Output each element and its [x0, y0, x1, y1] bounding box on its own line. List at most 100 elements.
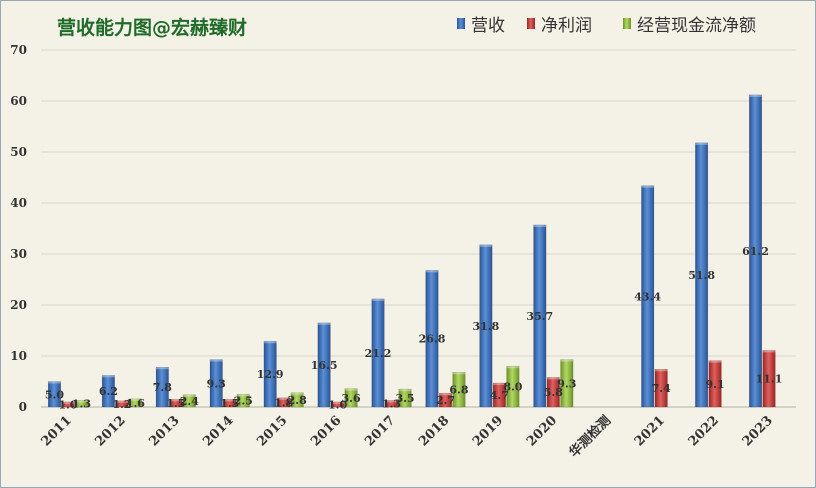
x-tick-label: 2015 — [254, 413, 290, 449]
cash-flow-label: 2.8 — [288, 394, 307, 407]
bar-cap — [48, 381, 61, 384]
net-profit-label: 1.3 — [382, 398, 401, 411]
cash-flow-bar — [452, 372, 466, 408]
bar-cap — [547, 377, 560, 380]
y-tick-label: 40 — [10, 196, 27, 210]
bar-cap — [115, 400, 129, 403]
legend-swatch — [623, 18, 631, 29]
bar-cap — [331, 401, 344, 404]
y-tick-label: 0 — [19, 400, 27, 414]
bar-cap — [506, 366, 520, 369]
cash-flow-bar — [398, 388, 412, 408]
bar-cap — [290, 392, 304, 395]
net-profit-label: 5.8 — [544, 386, 563, 399]
net-profit-bar — [223, 399, 237, 408]
bar-cap — [371, 298, 385, 301]
net-profit-label: 9.1 — [706, 378, 725, 391]
revenue-bar — [425, 270, 439, 408]
data-labels: 5.01.01.36.21.21.67.81.52.49.31.52.512.9… — [45, 245, 783, 412]
y-tick-label: 50 — [10, 145, 27, 159]
cash-flow-bar — [344, 388, 358, 408]
bar-cap — [762, 350, 776, 353]
revenue-label: 51.8 — [688, 269, 715, 282]
net-profit-label: 4.7 — [490, 389, 509, 402]
revenue-label: 7.8 — [153, 381, 172, 394]
cash-flow-bar — [236, 394, 250, 408]
cash-flow-bar — [290, 392, 304, 408]
x-tick-label: 2023 — [740, 413, 776, 449]
revenue-label: 9.3 — [207, 377, 226, 390]
legend-label: 营收 — [471, 16, 505, 36]
bars — [47, 94, 776, 408]
net-profit-bar — [385, 400, 399, 408]
bar-cap — [129, 398, 142, 401]
y-tick-label: 60 — [10, 94, 27, 108]
bar-cap — [344, 388, 358, 391]
cash-flow-label: 1.3 — [72, 398, 91, 411]
x-tick-label: 2013 — [146, 413, 182, 449]
net-profit-bar — [654, 369, 668, 408]
revenue-label: 21.2 — [365, 347, 392, 360]
net-profit-label: 1.5 — [166, 397, 185, 410]
revenue-bar — [641, 185, 655, 408]
net-profit-label: 2.7 — [436, 394, 455, 407]
bar-cap — [102, 375, 115, 378]
revenue-bar — [263, 340, 277, 408]
legend-label: 经营现金流净额 — [637, 16, 756, 36]
bar-cap — [439, 393, 452, 396]
revenue-bar — [101, 375, 115, 408]
revenue-label: 6.2 — [99, 385, 118, 398]
x-tick-label: 2018 — [416, 413, 452, 449]
bar-cap — [452, 372, 466, 375]
y-tick-label: 20 — [10, 298, 27, 312]
bar-cap — [425, 270, 439, 273]
cash-flow-bar — [74, 400, 88, 408]
legend: 营收 净利润 经营现金流净额 — [457, 16, 756, 36]
bar-cap — [263, 341, 277, 344]
revenue-label: 12.9 — [257, 368, 284, 381]
bar-cap — [183, 394, 196, 397]
revenue-label: 31.8 — [472, 320, 499, 333]
net-profit-bar — [331, 401, 345, 408]
legend-label: 净利润 — [541, 16, 592, 36]
bar-cap — [695, 142, 708, 145]
bar-cap — [223, 399, 236, 402]
cash-flow-label: 8.0 — [503, 381, 522, 394]
bar-cap — [479, 244, 493, 247]
net-profit-label: 1.0 — [328, 398, 347, 411]
revenue-label: 61.2 — [742, 245, 769, 258]
revenue-bar — [479, 244, 493, 408]
cash-flow-bar — [560, 359, 574, 408]
bar-cap — [654, 369, 668, 372]
bar-cap — [493, 383, 506, 386]
legend-swatch — [527, 18, 535, 29]
revenue-bar — [533, 224, 547, 408]
y-tick-label: 10 — [10, 349, 27, 363]
revenue-bar — [155, 366, 169, 408]
x-tick-label: 2017 — [362, 413, 398, 449]
bar-cap — [156, 367, 169, 370]
revenue-label: 26.8 — [419, 333, 446, 346]
x-tick-label: 2021 — [632, 413, 668, 449]
net-profit-bar — [115, 400, 129, 408]
cash-flow-label: 2.5 — [234, 395, 253, 408]
x-tick-label: 2011 — [39, 413, 75, 449]
x-axis: 2011 2012 2013 2014 2015 2016 2017 2018 2019 2020… — [39, 413, 776, 461]
x-tick-label: 2016 — [308, 413, 344, 449]
cash-flow-label: 3.5 — [395, 392, 414, 405]
revenue-bar — [371, 298, 385, 408]
y-axis: 0 10 20 30 40 50 60 70 — [10, 43, 27, 414]
bar-cap — [385, 400, 398, 403]
bar-cap — [749, 94, 762, 97]
net-profit-bar — [492, 382, 506, 408]
net-profit-bar — [277, 397, 291, 408]
x-tick-label: 华测检测 — [566, 413, 614, 461]
bar-cap — [61, 401, 75, 404]
net-profit-label: 1.8 — [274, 396, 293, 409]
net-profit-bar — [438, 392, 452, 408]
bar-cap — [169, 399, 183, 402]
bar-cap — [560, 359, 574, 362]
y-tick-label: 30 — [10, 247, 27, 261]
